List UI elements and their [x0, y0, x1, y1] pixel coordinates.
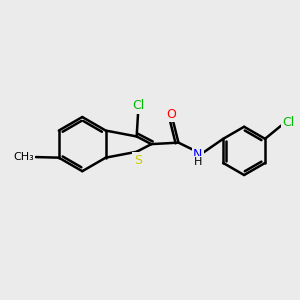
- Text: Cl: Cl: [132, 99, 144, 112]
- Text: S: S: [134, 154, 142, 166]
- Text: H: H: [194, 157, 202, 167]
- Text: N: N: [193, 148, 203, 161]
- Text: Cl: Cl: [283, 116, 295, 129]
- Text: O: O: [166, 108, 176, 121]
- Text: CH₃: CH₃: [13, 152, 34, 162]
